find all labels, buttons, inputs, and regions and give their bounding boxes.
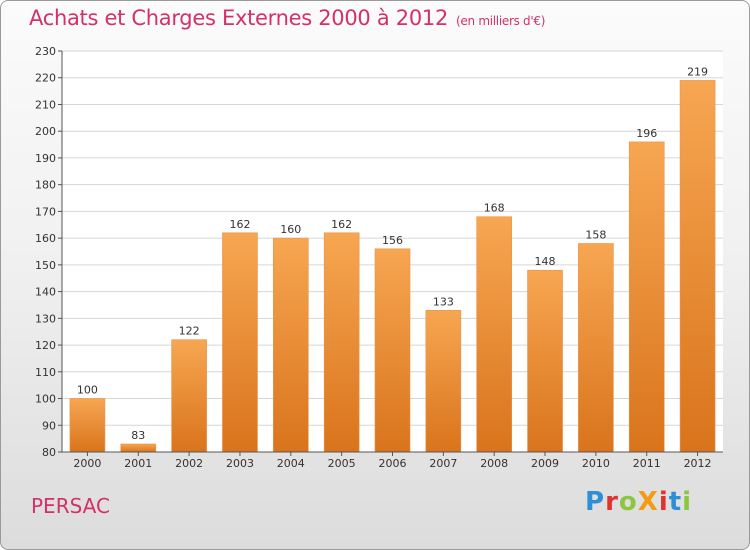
x-tick-label: 2007	[429, 457, 457, 470]
logo-letter: t	[668, 487, 683, 517]
bar	[527, 269, 563, 453]
bar	[679, 80, 716, 453]
data-label: 162	[229, 218, 250, 231]
bar	[425, 310, 462, 453]
data-label: 168	[484, 202, 505, 215]
x-tick-label: 2009	[531, 457, 559, 470]
data-label: 133	[433, 295, 454, 308]
y-tick-label: 230	[35, 45, 56, 58]
data-label: 83	[131, 429, 145, 442]
y-tick-label: 120	[35, 339, 56, 352]
logo-letter: i	[658, 487, 669, 517]
data-label: 196	[636, 127, 657, 140]
x-tick-label: 2006	[379, 457, 407, 470]
axes: 8090100110120130140150160170180190200210…	[35, 45, 723, 470]
bar	[222, 232, 258, 453]
y-tick-label: 140	[35, 286, 56, 299]
bar	[273, 237, 309, 453]
y-tick-label: 110	[35, 366, 56, 379]
y-tick-label: 130	[35, 312, 56, 325]
title-text: Achats et Charges Externes 2000 à 2012	[29, 6, 449, 30]
data-label: 156	[382, 234, 403, 247]
unit-label: (en milliers d'€)	[456, 14, 546, 28]
x-tick-label: 2012	[684, 457, 712, 470]
x-tick-label: 2001	[124, 457, 152, 470]
y-tick-label: 210	[35, 98, 56, 111]
data-label: 219	[687, 65, 708, 78]
bar	[323, 232, 360, 453]
y-tick-label: 90	[42, 419, 56, 432]
chart-title: Achats et Charges Externes 2000 à 2012 (e…	[29, 6, 545, 30]
bar	[374, 248, 411, 453]
bar	[476, 216, 512, 453]
bars: 100 83 122 162 160 162 156 133 168 148 158 196 219	[69, 65, 716, 453]
x-tick-label: 2011	[633, 457, 661, 470]
y-tick-label: 220	[35, 72, 56, 85]
y-tick-label: 170	[35, 205, 56, 218]
bar	[171, 339, 207, 453]
x-tick-label: 2003	[226, 457, 254, 470]
x-tick-label: 2002	[175, 457, 203, 470]
y-tick-label: 80	[42, 446, 56, 459]
logo-letter: o	[618, 487, 638, 517]
x-tick-label: 2005	[328, 457, 356, 470]
logo-letter: r	[605, 487, 619, 517]
x-tick-label: 2008	[480, 457, 508, 470]
bar	[69, 398, 106, 453]
x-tick-label: 2004	[277, 457, 305, 470]
data-label: 162	[331, 218, 352, 231]
logo-letter: P	[585, 487, 606, 517]
logo-letter: i	[682, 487, 693, 517]
bar	[120, 443, 157, 453]
data-label: 158	[585, 228, 606, 241]
y-tick-label: 190	[35, 152, 56, 165]
bar	[578, 243, 614, 453]
x-tick-label: 2000	[73, 457, 101, 470]
bar	[628, 141, 665, 453]
data-label: 148	[535, 255, 556, 268]
commune-name: PERSAC	[31, 494, 110, 518]
data-label: 160	[280, 223, 301, 236]
data-label: 122	[179, 325, 200, 338]
data-label: 100	[77, 384, 98, 397]
x-tick-label: 2010	[582, 457, 610, 470]
y-tick-label: 200	[35, 125, 56, 138]
y-tick-label: 180	[35, 179, 56, 192]
y-tick-label: 100	[35, 393, 56, 406]
y-tick-label: 160	[35, 232, 56, 245]
logo-letter: X	[637, 487, 659, 517]
proxiti-logo: ProXiti	[585, 487, 692, 517]
y-tick-label: 150	[35, 259, 56, 272]
